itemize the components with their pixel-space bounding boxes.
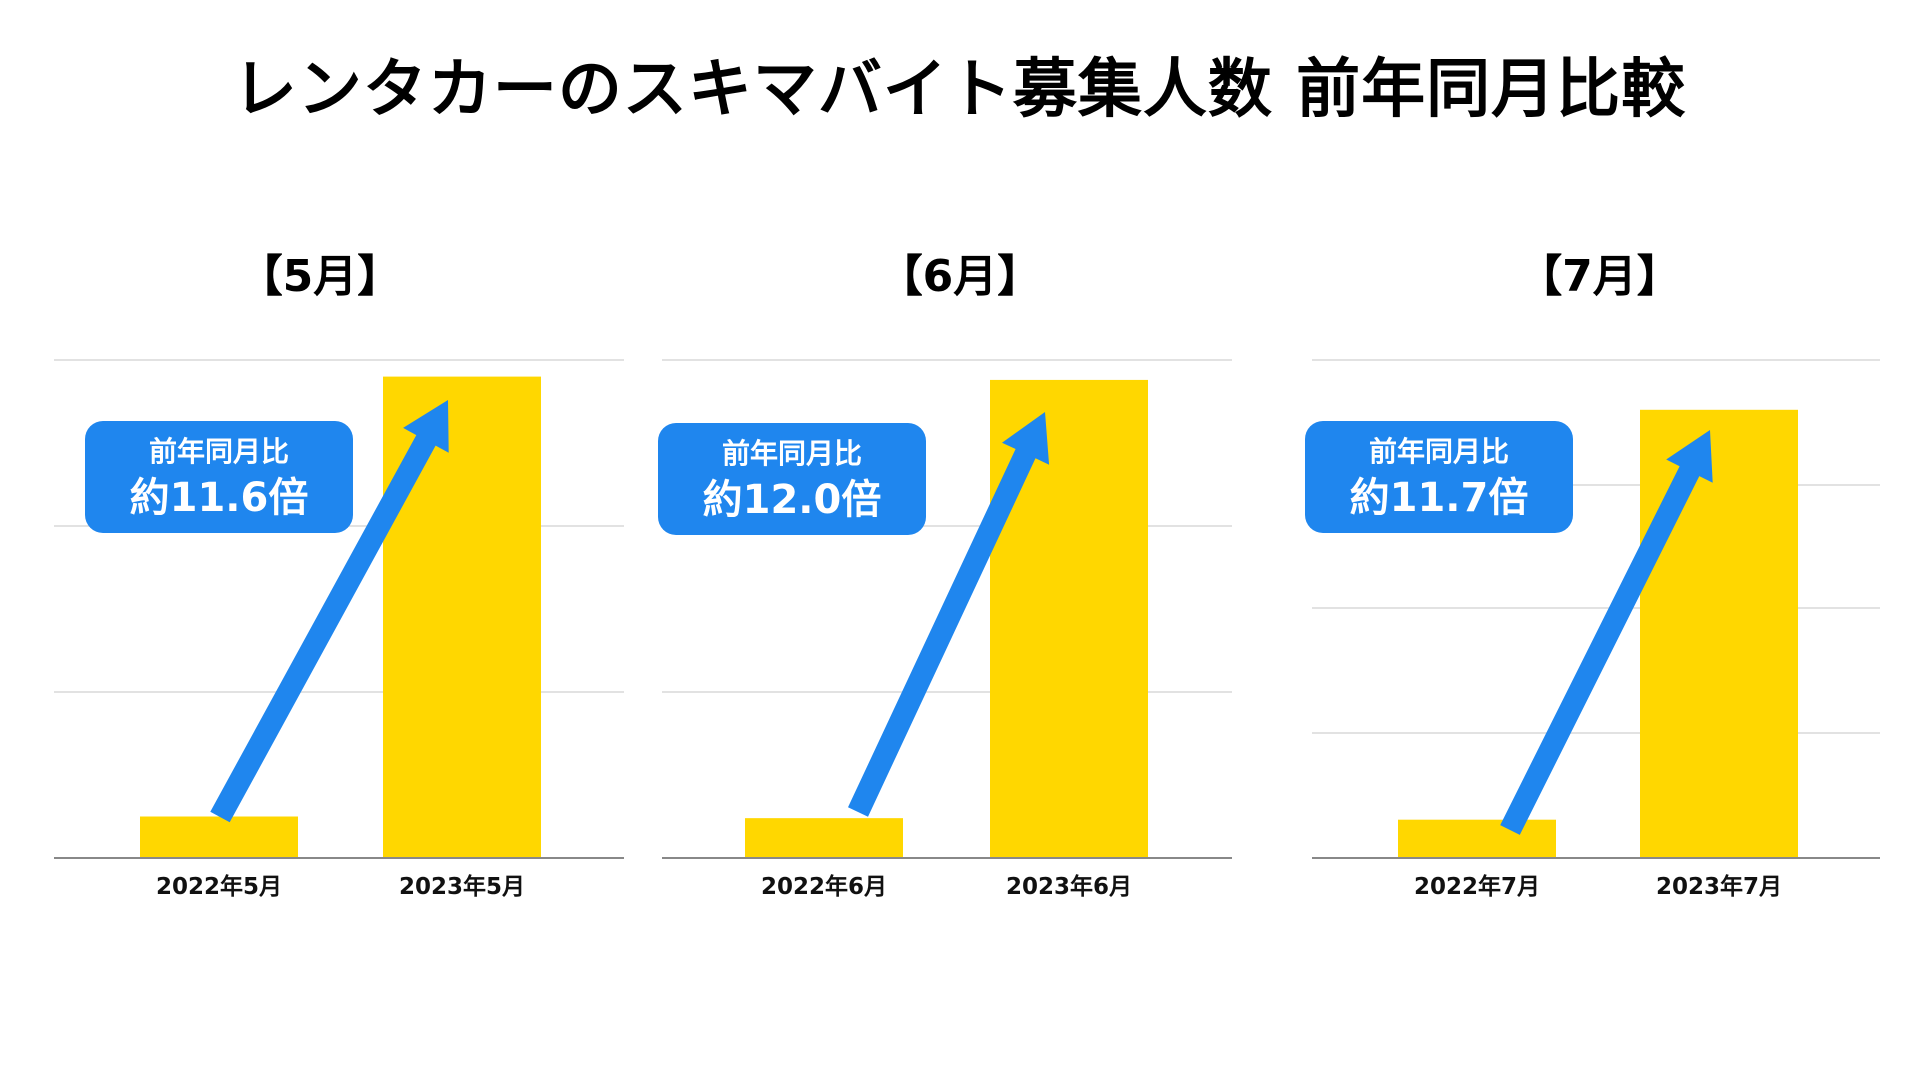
- callout-value: 約12.0倍: [702, 477, 882, 523]
- growth-arrow-icon: [848, 412, 1050, 817]
- bar: [745, 818, 903, 858]
- ratio-callout: 前年同月比 約11.6倍: [85, 421, 353, 533]
- page-title: レンタカーのスキマバイト募集人数 前年同月比較: [232, 53, 1687, 127]
- callout-label: 前年同月比: [721, 437, 862, 470]
- callout-value: 約11.6倍: [129, 475, 309, 521]
- panel-june: 【6月】 2022年6月 2023年6月 前年同月比 約12.0倍: [640, 0, 1280, 1080]
- panel-title: 【7月】: [1518, 251, 1681, 302]
- callout-label: 前年同月比: [148, 435, 289, 468]
- chart-may: 2022年5月 2023年5月: [54, 359, 624, 900]
- x-tick-label: 2022年5月: [156, 873, 282, 900]
- x-tick-label: 2023年7月: [1656, 873, 1782, 900]
- bar: [1640, 409, 1798, 858]
- callout-label: 前年同月比: [1368, 435, 1509, 468]
- x-tick-label: 2022年6月: [761, 873, 887, 900]
- x-tick-label: 2022年7月: [1414, 873, 1540, 900]
- growth-arrow-icon: [1500, 430, 1713, 835]
- bar: [1398, 819, 1556, 858]
- x-tick-label: 2023年6月: [1006, 873, 1132, 900]
- panel-may: 【5月】 2022年5月 2023年5月 前年同月比 約11.6倍: [0, 0, 640, 1080]
- panel-july: 【7月】 2022年7月 2023年7月 前年同月比 約11.7倍: [1280, 0, 1919, 1080]
- x-tick-label: 2023年5月: [399, 873, 525, 900]
- chart-june: 2022年6月 2023年6月: [662, 359, 1232, 900]
- ratio-callout: 前年同月比 約12.0倍: [658, 423, 926, 535]
- bar: [990, 379, 1148, 858]
- bar: [140, 816, 298, 858]
- chart-july: 2022年7月 2023年7月: [1312, 359, 1880, 900]
- callout-value: 約11.7倍: [1349, 475, 1529, 521]
- panel-title: 【5月】: [238, 251, 402, 302]
- ratio-callout: 前年同月比 約11.7倍: [1305, 421, 1573, 533]
- growth-arrow-icon: [210, 400, 449, 823]
- panel-title: 【6月】: [878, 251, 1042, 302]
- bar: [383, 376, 541, 858]
